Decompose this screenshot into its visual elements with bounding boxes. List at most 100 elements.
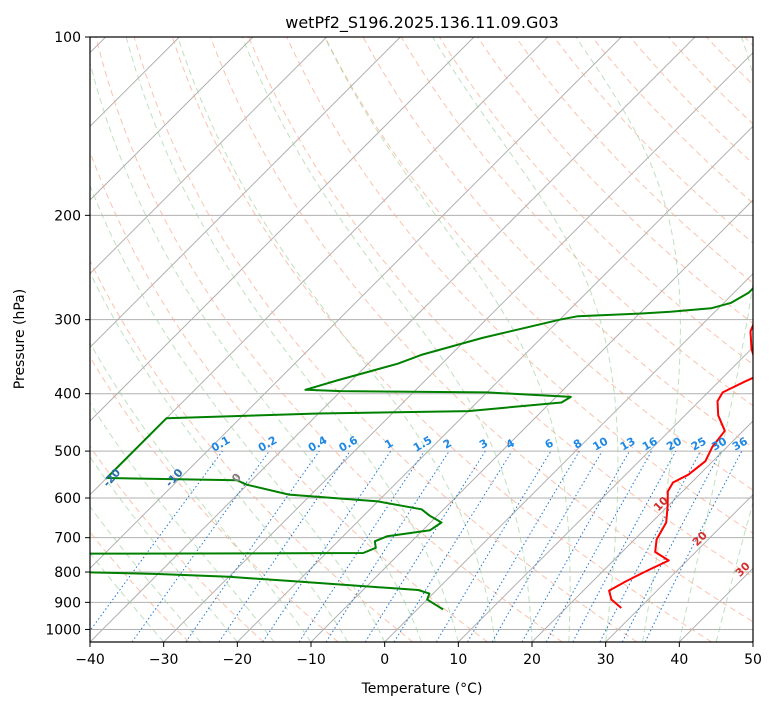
isotherm-line [678, 567, 753, 642]
isotherm-line [605, 493, 753, 642]
dry-adiabat [90, 531, 190, 642]
x-tick-label: 50 [744, 652, 762, 668]
mixing-ratio-line [185, 450, 320, 642]
plot-area [90, 37, 753, 642]
dry-adiabat [400, 37, 753, 407]
isotherm-line [163, 51, 753, 642]
isotherm-line [90, 37, 549, 496]
mixing-ratio-line [90, 450, 223, 632]
isotherm-line [384, 272, 753, 642]
moist-adiabat [90, 271, 349, 642]
dry-adiabat-label: -30 [38, 466, 61, 490]
dry-adiabat [477, 37, 753, 325]
mixing-ratio-line [435, 450, 552, 642]
dry-adiabat [553, 37, 753, 244]
mixing-ratio-line [491, 450, 603, 642]
x-tick-label: 40 [670, 652, 688, 668]
temperature-profile [608, 322, 753, 609]
y-tick-label: 1000 [45, 622, 81, 638]
moist-adiabat [90, 184, 386, 642]
isotherm-line [531, 420, 753, 642]
mixing-ratio-line [262, 450, 392, 642]
y-tick-label: 300 [54, 313, 81, 329]
mixing-ratio-label: 2 [441, 437, 454, 452]
isotherm-line [90, 37, 328, 275]
moist-adiabat [715, 500, 753, 642]
y-tick-label: 100 [54, 30, 81, 46]
x-tick-label: −20 [223, 652, 253, 668]
y-tick-label: 800 [54, 565, 81, 581]
isotherm-line [90, 37, 401, 349]
moist-adiabat [241, 37, 533, 642]
x-tick-label: 20 [523, 652, 541, 668]
axis-ticks: −40 −30 −20 −10 0 10 20 30 40 50 100 200 300 400 500 60… [45, 30, 762, 668]
isotherm-line [752, 641, 753, 642]
mixing-ratio-line [218, 450, 351, 642]
mixing-ratio-line [467, 450, 580, 642]
mixing-ratio-line [298, 450, 425, 642]
x-tick-label: 10 [449, 652, 467, 668]
moist-adiabat [324, 37, 571, 642]
mixing-ratio-line [521, 450, 630, 642]
dry-adiabat [133, 37, 638, 642]
isotherm-line [310, 199, 753, 642]
y-tick-label: 500 [54, 444, 81, 460]
dry-adiabat [362, 37, 753, 449]
dry-adiabat [324, 37, 753, 491]
mixing-ratio-line [545, 450, 653, 642]
moist-adiabat [125, 37, 459, 642]
moist-adiabat [177, 37, 496, 642]
y-tick-label: 900 [54, 595, 81, 611]
x-axis-label: Temperature (°C) [361, 681, 483, 697]
moist-adiabat [752, 640, 753, 642]
moist-adiabat-label: 20 [690, 529, 710, 549]
mixing-ratio-line [131, 450, 270, 642]
isotherm-line [90, 37, 254, 201]
mixing-ratio-label: 6 [543, 436, 556, 451]
dry-adiabat [668, 37, 753, 125]
mixing-ratio-line [325, 450, 450, 642]
moist-adiabat [432, 37, 619, 642]
x-tick-label: −40 [75, 652, 105, 668]
y-tick-label: 200 [54, 208, 81, 224]
dry-adiabat [90, 445, 264, 642]
plot-frame [89, 36, 754, 643]
mixing-ratio-label: 3 [477, 437, 490, 452]
dry-adiabat-label: -10 [163, 466, 186, 490]
moist-adiabat [90, 341, 312, 642]
dry-adiabat-label: -20 [100, 466, 123, 490]
moist-adiabat [678, 37, 753, 642]
dry-adiabat [95, 37, 563, 642]
mixing-ratio-line [364, 450, 486, 642]
y-axis-label: Pressure (hPa) [12, 289, 28, 389]
y-tick-label: 400 [54, 387, 81, 403]
moist-adiabat [90, 402, 275, 642]
isotherm-line [90, 37, 696, 642]
dewpoint-profile [90, 286, 753, 611]
dry-adiabat [515, 37, 753, 284]
isotherm-line [90, 37, 475, 422]
mixing-ratio-line [572, 450, 677, 642]
moist-adiabat-label: 30 [733, 559, 753, 579]
mixing-ratio-line [393, 450, 513, 642]
dry-adiabat [90, 259, 414, 642]
dry-adiabat [629, 37, 753, 165]
dry-adiabat [248, 37, 753, 578]
isotherm-line [236, 125, 753, 642]
x-tick-label: 30 [597, 652, 615, 668]
mixing-ratio-label: 4 [504, 436, 517, 451]
isotherm-line [457, 346, 753, 642]
y-tick-label: 700 [54, 531, 81, 547]
moist-adiabat [90, 456, 238, 642]
y-tick-label: 600 [54, 491, 81, 507]
moist-adiabat [90, 505, 201, 642]
dry-adiabat [90, 150, 488, 642]
isotherm-line [90, 37, 622, 570]
dry-adiabat [591, 37, 753, 204]
x-tick-label: −30 [149, 652, 179, 668]
moist-adiabat [90, 60, 422, 642]
moist-adiabat [575, 37, 681, 642]
dry-adiabat [744, 37, 753, 47]
